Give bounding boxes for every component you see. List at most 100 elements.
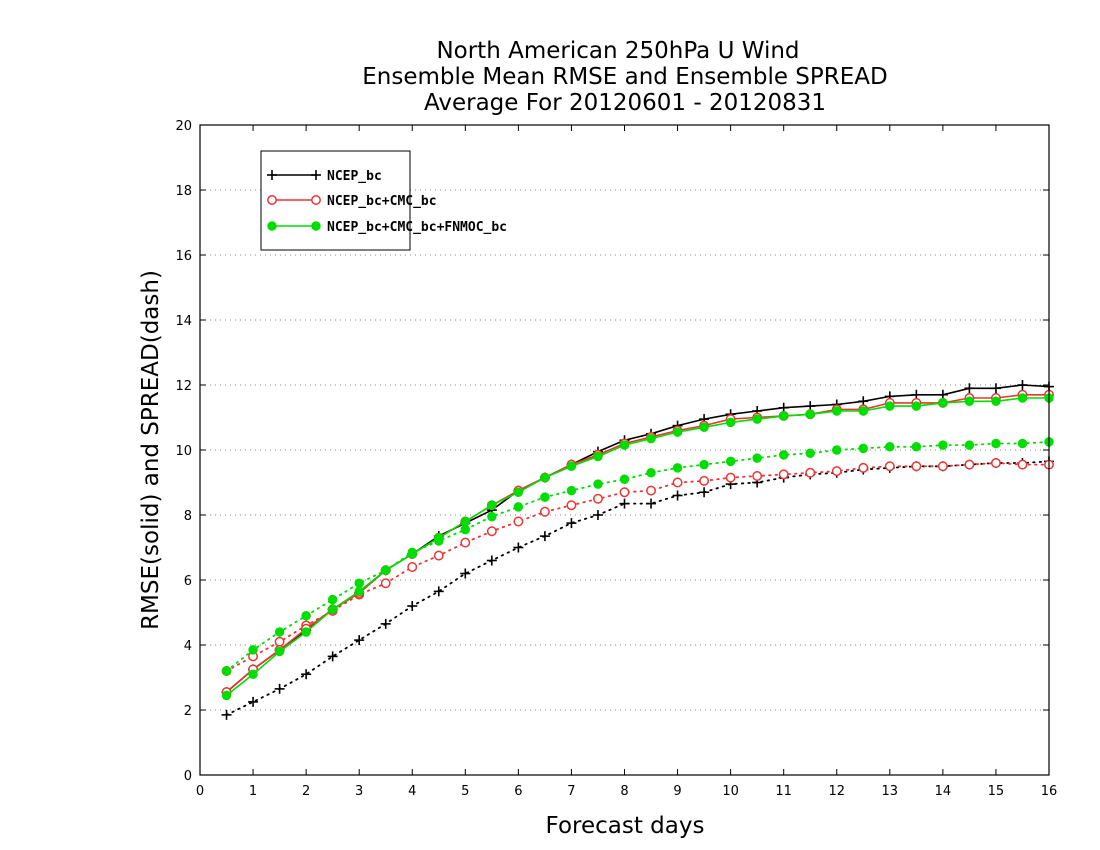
series-3-spread-point: [911, 442, 922, 452]
series-3-rmse-point: [221, 690, 232, 701]
series-3-rmse-point: [752, 414, 762, 424]
series-2-spread-point: [831, 466, 842, 477]
series-2-spread-point: [805, 467, 816, 478]
series-2-spread-point: [725, 472, 736, 483]
series-1-spread-point: [380, 618, 391, 629]
series-3-rmse-point: [274, 646, 285, 657]
series-2-spread-point: [539, 506, 550, 517]
series-1-rmse-point: [990, 383, 1001, 394]
series-3-spread-point: [699, 459, 709, 470]
series-2-spread-point: [778, 469, 789, 480]
series-3-spread-point: [274, 627, 285, 637]
legend-label: NCEP_bc: [327, 169, 382, 184]
series-3-rmse-point: [805, 409, 815, 419]
series-2-spread-point: [380, 578, 391, 589]
series-1-spread-point: [619, 498, 630, 509]
series-3-spread-point: [327, 594, 338, 605]
series-1-spread-point: [248, 696, 259, 707]
series-3-spread-point: [513, 502, 524, 512]
title-line-2: Ensemble Mean RMSE and Ensemble SPREAD: [362, 64, 887, 90]
series-3-rmse-point: [911, 401, 922, 411]
x-tick-label: 9: [673, 784, 681, 799]
x-axis: 0 1 2 3 4 5 6 7 8 9 10 11 12 13 14 15 16: [196, 125, 1057, 799]
series-3-spread-line: [225, 440, 1050, 672]
title-line-3: Average For 20120601 - 20120831: [424, 90, 826, 116]
series-3-rmse-point: [699, 422, 709, 432]
series-3-rmse-line: [226, 397, 1049, 697]
series-3-spread-point: [991, 438, 1001, 449]
series-1-spread-point: [354, 635, 365, 646]
title-line-1: North American 250hPa U Wind: [436, 38, 799, 64]
series-3-rmse-point: [434, 533, 444, 543]
x-tick-label: 5: [461, 784, 469, 799]
series-3-spread-point: [646, 468, 656, 478]
series-3-rmse-point: [593, 451, 603, 462]
series-3-rmse-point: [487, 500, 497, 510]
series-3-spread-point: [964, 440, 975, 450]
series-1-spread-point: [672, 490, 683, 501]
series-3-spread-point: [221, 666, 232, 676]
series-2-spread-line: [225, 462, 1050, 672]
series-3-spread-point: [805, 448, 815, 458]
series-3-spread-point: [593, 479, 603, 489]
y-tick-label: 16: [175, 249, 192, 264]
series-3-spread-point: [354, 578, 364, 588]
x-tick-label: 13: [882, 784, 899, 799]
x-tick-label: 1: [249, 784, 257, 799]
x-tick-label: 3: [355, 784, 363, 799]
series-1-spread-point: [566, 518, 577, 529]
series-2-spread-point: [593, 493, 603, 504]
series-1-spread-point: [646, 498, 657, 509]
series-3-rmse-point: [381, 565, 391, 575]
series-3-spread-point: [832, 445, 842, 455]
series-2-spread-point: [407, 562, 418, 572]
y-tick-label: 8: [184, 509, 192, 524]
series-3-rmse-point: [725, 417, 736, 428]
series-3-spread-point: [301, 611, 311, 621]
x-tick-label: 12: [828, 784, 845, 799]
series-3-spread-point: [1017, 438, 1028, 449]
series-3-rmse-point: [646, 433, 656, 444]
series-1-spread-point: [433, 586, 444, 597]
series-3-rmse-point: [672, 427, 683, 437]
series-2-spread-point: [699, 475, 710, 486]
series-1-spread-point: [539, 531, 550, 542]
y-tick-label: 4: [184, 639, 192, 654]
series-2-spread-point: [884, 461, 895, 472]
y-tick-label: 12: [175, 379, 192, 394]
y-tick-label: 10: [175, 444, 192, 459]
series-1-spread-point: [592, 510, 603, 520]
series-1-spread-line: [225, 460, 1050, 716]
series-3-spread-point: [725, 456, 736, 467]
series-3-spread-point: [778, 450, 789, 460]
series-1-spread-point: [407, 601, 418, 611]
series-3-spread-point: [487, 511, 497, 522]
x-tick-label: 0: [196, 784, 204, 799]
series-1-spread-point: [327, 651, 338, 662]
legend-item-1: NCEP_bc: [267, 169, 382, 184]
x-tick-label: 10: [722, 784, 739, 799]
x-tick-label: 11: [775, 784, 792, 799]
series-3-rmse-point: [858, 406, 868, 416]
series-3-spread-point: [858, 443, 868, 454]
series-3-spread-point: [566, 485, 577, 496]
series-layer: [221, 380, 1054, 720]
series-1-rmse-line: [225, 384, 1050, 693]
x-tick-label: 16: [1041, 784, 1058, 799]
y-tick-label: 6: [184, 574, 192, 589]
series-1-spread-point: [699, 487, 710, 498]
x-tick-label: 14: [935, 784, 952, 799]
series-1-spread-point: [301, 669, 312, 680]
legend-marker-left: [267, 170, 277, 180]
series-3-spread-point: [752, 453, 762, 463]
series-2-spread-point: [990, 458, 1001, 468]
series-2-spread-point: [619, 487, 630, 498]
series-3-spread-point: [885, 442, 895, 452]
series-1-rmse-point: [964, 383, 975, 394]
y-tick-label: 20: [175, 119, 192, 134]
series-2-spread-point: [672, 477, 683, 488]
legend-label: NCEP_bc+CMC_bc: [327, 194, 437, 209]
chart-title: North American 250hPa U Wind Ensemble Me…: [362, 38, 887, 116]
series-2-spread-point: [964, 459, 975, 470]
